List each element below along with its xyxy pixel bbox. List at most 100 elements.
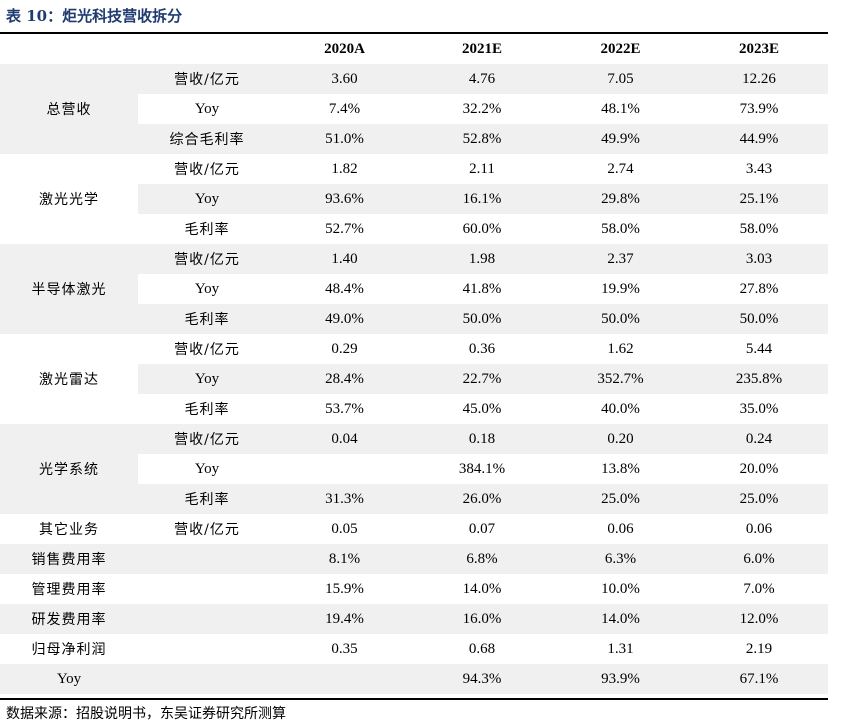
- value-cell: 26.0%: [413, 484, 551, 514]
- value-cell: 31.3%: [276, 484, 413, 514]
- value-cell: 60.0%: [462, 220, 502, 237]
- table-row: 销售费用率 8.1% 6.8% 6.3% 6.0%: [0, 544, 828, 574]
- category-cell: 总营收: [0, 64, 138, 154]
- header-blank: [138, 34, 276, 64]
- table-row: 毛利率 49.0% 50.0% 50.0% 50.0%: [0, 304, 828, 334]
- value-cell: 3.03: [690, 244, 828, 274]
- metric-cell: 毛利率: [138, 484, 276, 514]
- value-cell: 0.68: [468, 640, 496, 657]
- value-cell: 19.9%: [601, 280, 640, 297]
- value-cell: 1.31: [607, 640, 634, 657]
- value-cell: 52.8%: [413, 124, 551, 154]
- table-row: Yoy 94.3% 93.9% 67.1%: [0, 664, 828, 694]
- table-row: 激光雷达 营收/亿元 0.29 0.36 1.62 5.44: [0, 334, 828, 424]
- metric-cell: Yoy: [138, 184, 276, 214]
- metric-cell: Yoy: [194, 280, 220, 297]
- category-cell: 销售费用率: [0, 544, 138, 574]
- value-cell: 0.06: [745, 520, 773, 537]
- table-row: 毛利率 52.7% 60.0% 58.0% 58.0%: [0, 214, 828, 244]
- header-year: 2023E: [738, 40, 779, 57]
- value-cell: 2.19: [745, 640, 773, 657]
- metric-cell: 毛利率: [138, 304, 276, 334]
- table-title: 表 10：炬光科技营收拆分: [6, 7, 183, 25]
- value-cell: 16.0%: [413, 604, 551, 634]
- value-cell: 5.44: [745, 340, 773, 357]
- top-rule: [0, 32, 828, 34]
- value-cell: 1.62: [607, 340, 634, 357]
- header-year: 2022E: [600, 40, 641, 57]
- value-cell: 1.40: [276, 244, 413, 274]
- bottom-rule: [0, 698, 828, 700]
- metric-cell: [138, 604, 276, 634]
- value-cell: 2.74: [607, 160, 634, 177]
- value-cell: 50.0%: [551, 304, 690, 334]
- value-cell: 53.7%: [325, 400, 364, 417]
- value-cell: 6.8%: [413, 544, 551, 574]
- metric-cell: 毛利率: [184, 402, 230, 418]
- value-cell: 51.0%: [276, 124, 413, 154]
- value-cell: 45.0%: [462, 400, 502, 417]
- table-row: 毛利率 31.3% 26.0% 25.0% 25.0%: [0, 484, 828, 514]
- value-cell: 29.8%: [551, 184, 690, 214]
- value-cell: 73.9%: [739, 100, 779, 117]
- metric-cell: 毛利率: [184, 222, 230, 238]
- metric-cell: Yoy: [138, 364, 276, 394]
- value-cell: 48.1%: [601, 100, 640, 117]
- value-cell: 1.98: [413, 244, 551, 274]
- value-cell: 58.0%: [601, 220, 640, 237]
- value-cell: 48.4%: [325, 280, 364, 297]
- value-cell: 41.8%: [462, 280, 502, 297]
- value-cell: 14.0%: [462, 580, 502, 597]
- value-cell: 58.0%: [739, 220, 779, 237]
- value-cell: 93.9%: [551, 664, 690, 694]
- value-cell: [276, 664, 413, 694]
- table-row: 激光光学 营收/亿元 1.82 2.11 2.74 3.43: [0, 154, 828, 244]
- value-cell: 35.0%: [739, 400, 779, 417]
- value-cell: 6.0%: [690, 544, 828, 574]
- value-cell: 0.29: [331, 340, 358, 357]
- value-cell: 384.1%: [458, 460, 506, 477]
- metric-cell: 营收/亿元: [174, 342, 240, 358]
- category-cell: Yoy: [0, 664, 138, 694]
- value-cell: 2.11: [469, 160, 495, 177]
- value-cell: 44.9%: [690, 124, 828, 154]
- table-row: 综合毛利率 51.0% 52.8% 49.9% 44.9%: [0, 124, 828, 154]
- table-row: 光学系统 营收/亿元 0.04 0.18 0.20 0.24: [0, 424, 828, 514]
- value-cell: 3.60: [276, 64, 413, 94]
- table-body: 总营收 营收/亿元 3.60 4.76 7.05 12.26 Yoy 7.4% 32.2% 48.…: [0, 64, 828, 694]
- source-note: 数据来源：招股说明书，东吴证券研究所测算: [6, 706, 286, 722]
- table-row: 其它业务 营收/亿元 0.05 0.07 0.06 0.06: [0, 514, 828, 544]
- table-row: 总营收 营收/亿元 3.60 4.76 7.05 12.26: [0, 64, 828, 154]
- category-cell: 光学系统: [0, 424, 138, 514]
- metric-cell: 营收/亿元: [174, 162, 240, 178]
- table-row: 归母净利润 0.35 0.68 1.31 2.19: [0, 634, 828, 664]
- value-cell: 6.3%: [551, 544, 690, 574]
- value-cell: 4.76: [413, 64, 551, 94]
- header-year: 2020A: [324, 40, 365, 57]
- metric-cell: 营收/亿元: [138, 244, 276, 274]
- metric-cell: Yoy: [194, 460, 220, 477]
- category-cell: 研发费用率: [0, 604, 138, 634]
- value-cell: 22.7%: [413, 364, 551, 394]
- table-row: 半导体激光 营收/亿元 1.40 1.98 2.37 3.03: [0, 244, 828, 334]
- metric-cell: [138, 544, 276, 574]
- metric-cell: [138, 664, 276, 694]
- value-cell: 0.35: [331, 640, 358, 657]
- value-cell: 235.8%: [690, 364, 828, 394]
- value-cell: 94.3%: [413, 664, 551, 694]
- header-row: 2020A 2021E 2022E 2023E: [0, 34, 828, 64]
- header-year: 2021E: [461, 40, 502, 57]
- value-cell: 93.6%: [276, 184, 413, 214]
- category-cell: 激光光学: [0, 154, 138, 244]
- value-cell: 25.1%: [690, 184, 828, 214]
- category-cell: 激光雷达: [0, 334, 138, 424]
- revenue-breakdown-table: 2020A 2021E 2022E 2023E 总营收 营收/亿元 3.60 4.76…: [0, 34, 828, 694]
- value-cell: 7.4%: [328, 100, 361, 117]
- value-cell: [276, 454, 413, 484]
- value-cell: 49.0%: [276, 304, 413, 334]
- value-cell: 0.07: [468, 520, 496, 537]
- category-cell: 管理费用率: [31, 582, 107, 598]
- value-cell: 7.0%: [743, 580, 775, 597]
- value-cell: 50.0%: [413, 304, 551, 334]
- value-cell: 0.06: [607, 520, 634, 537]
